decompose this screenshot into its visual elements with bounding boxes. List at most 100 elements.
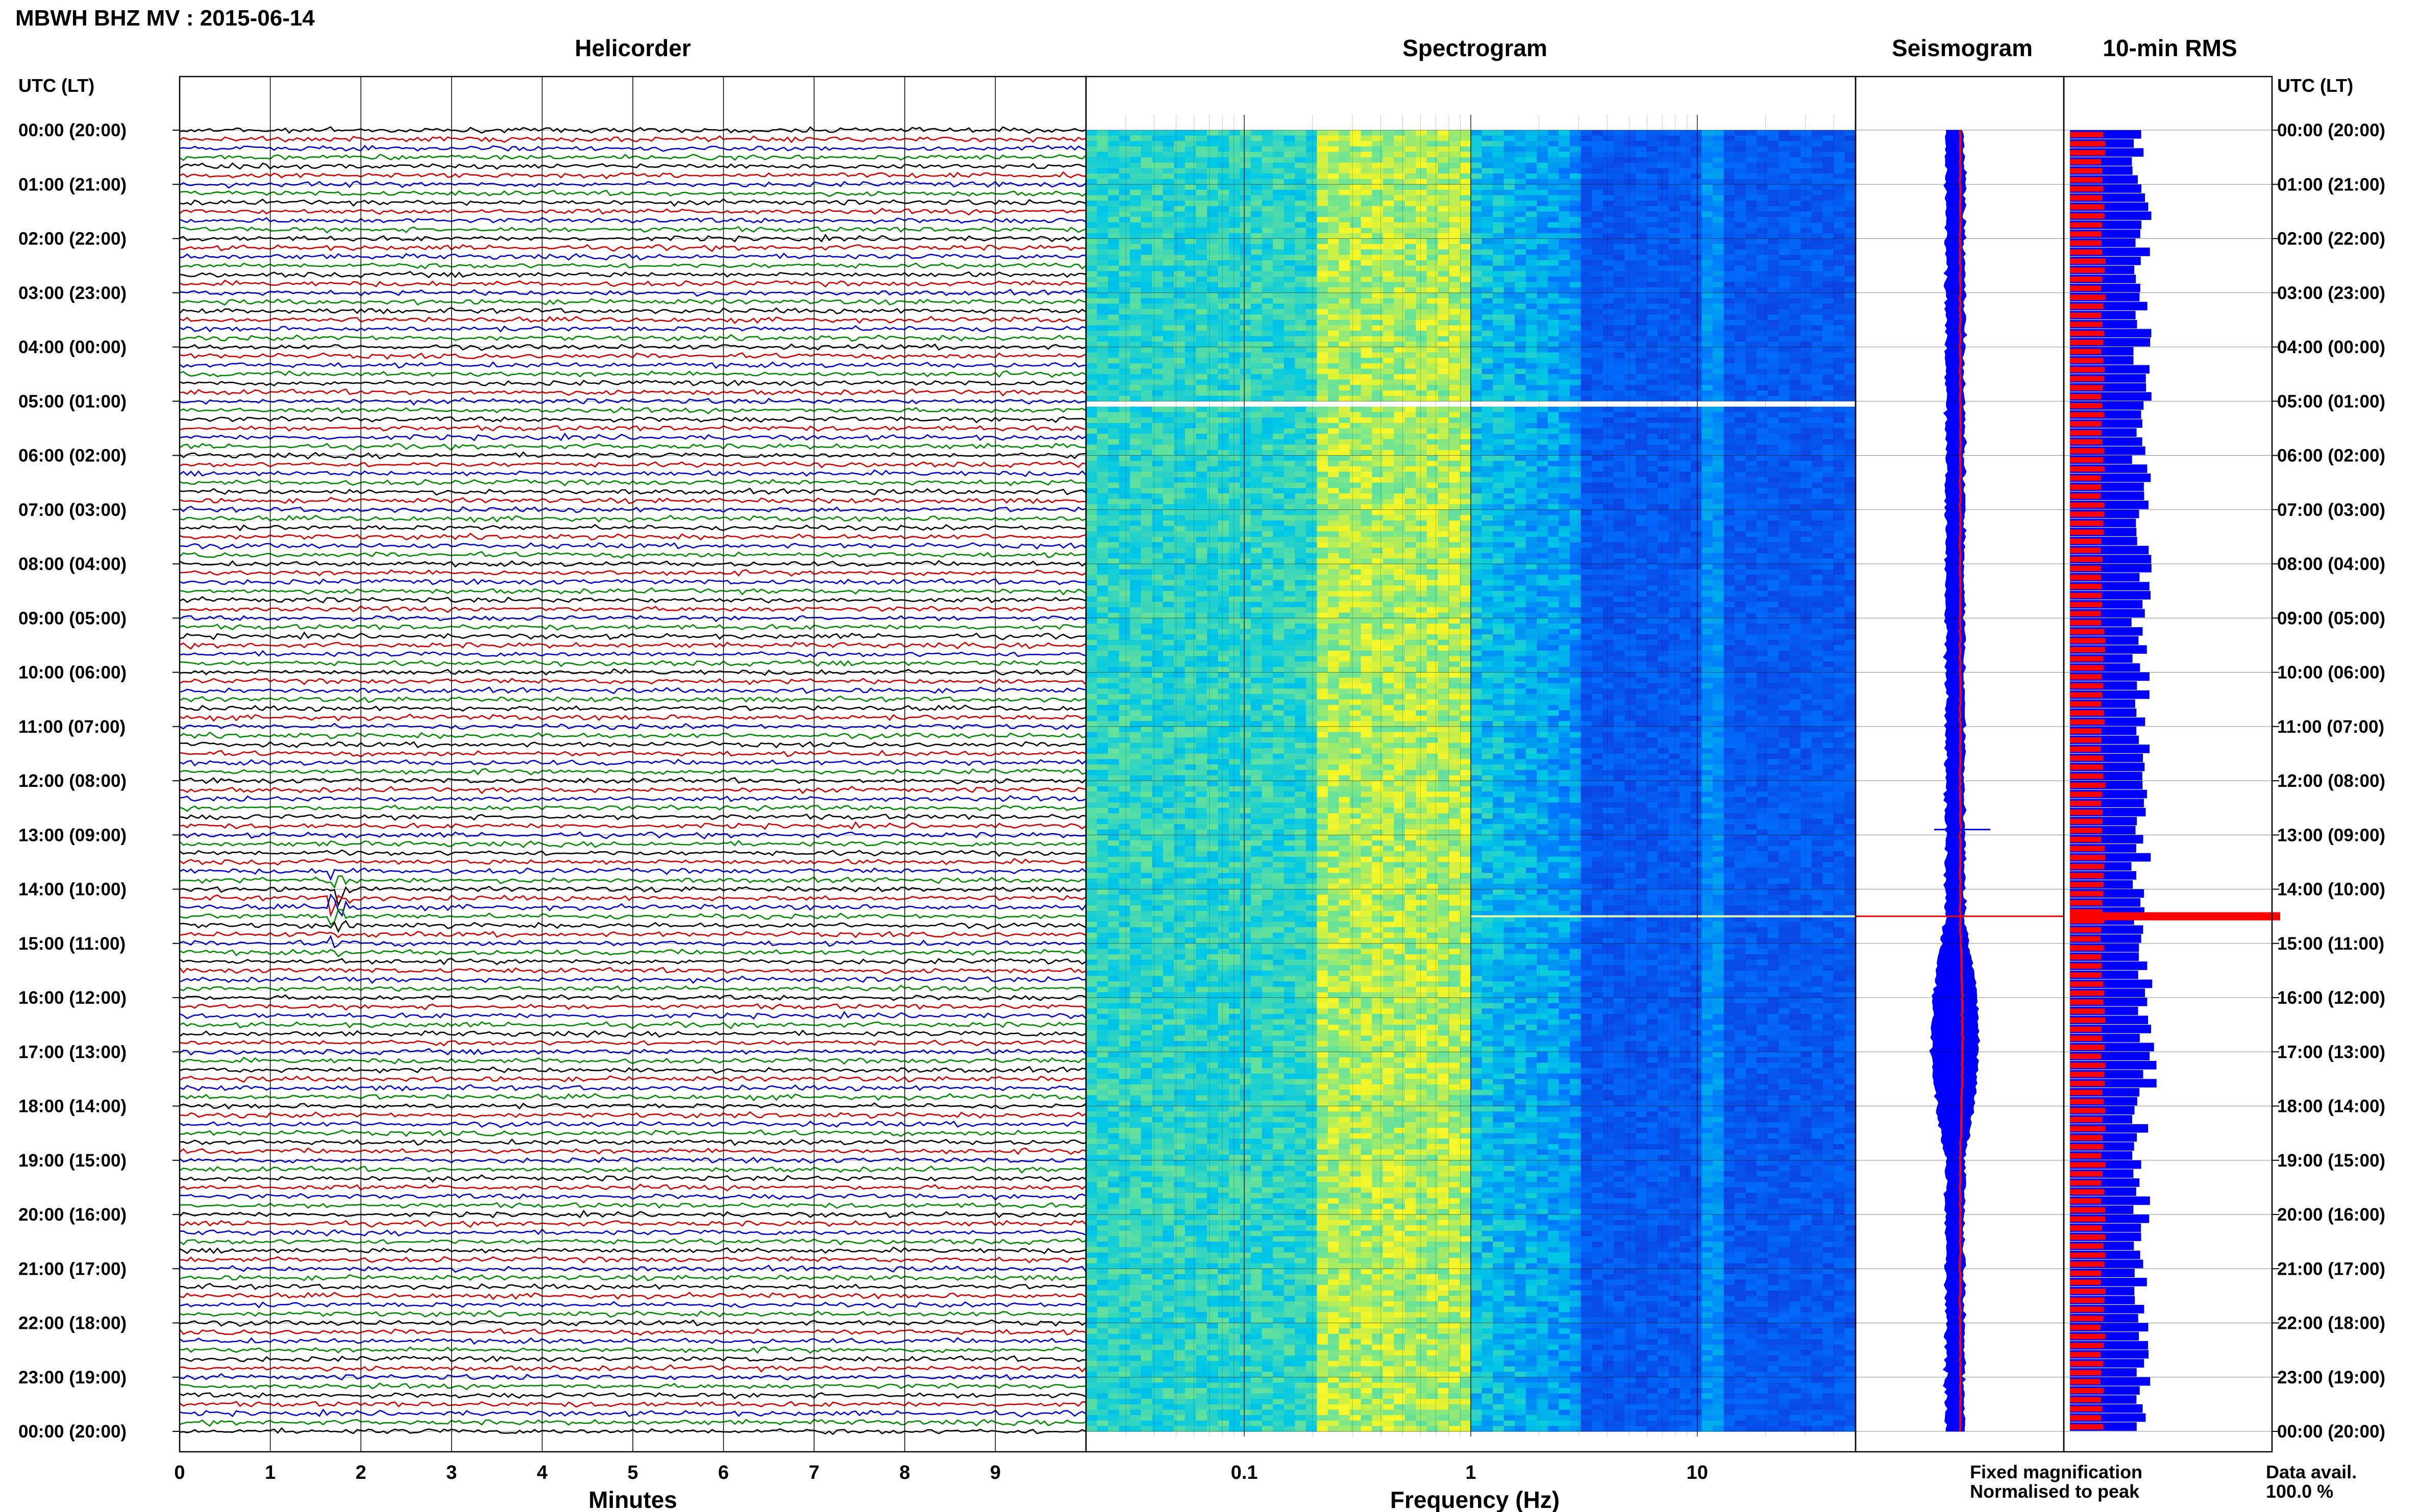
spectrogram-cell <box>1701 211 1713 217</box>
spectrogram-cell <box>1130 233 1142 239</box>
spectrogram-cell <box>1723 130 1735 136</box>
spectrogram-cell <box>1394 276 1405 283</box>
spectrogram-cell <box>1779 368 1790 375</box>
spectrogram-cell <box>1416 331 1427 337</box>
spectrogram-cell <box>1482 455 1493 461</box>
spectrogram-cell <box>1833 325 1845 331</box>
spectrogram-cell <box>1086 244 1098 250</box>
spectrogram-cell <box>1262 233 1273 239</box>
spectrogram-cell <box>1503 211 1515 217</box>
spectrogram-cell <box>1569 455 1581 461</box>
spectrogram-cell <box>1404 238 1416 244</box>
spectrogram-cell <box>1537 482 1548 488</box>
spectrogram-cell <box>1196 162 1207 168</box>
spectrogram-cell <box>1547 292 1559 299</box>
spectrogram-cell <box>1141 249 1152 255</box>
spectrogram-cell <box>1779 157 1790 163</box>
spectrogram-cell <box>1525 168 1537 174</box>
spectrogram-cell <box>1592 379 1603 385</box>
spectrogram-cell <box>1240 488 1251 494</box>
spectrogram-cell <box>1339 363 1350 369</box>
spectrogram-cell <box>1844 168 1856 174</box>
spectrogram-cell <box>1822 401 1834 407</box>
spectrogram-cell <box>1592 135 1603 141</box>
spectrogram-cell <box>1723 222 1735 228</box>
spectrogram-cell <box>1482 276 1493 283</box>
spectrogram-cell <box>1680 390 1691 396</box>
spectrogram-cell <box>1581 406 1592 413</box>
spectrogram-cell <box>1503 347 1515 353</box>
spectrogram-cell <box>1350 390 1362 396</box>
spectrogram-cell <box>1426 493 1438 500</box>
spectrogram-cell <box>1372 331 1384 337</box>
spectrogram-cell <box>1416 488 1427 494</box>
spectrogram-cell <box>1207 211 1219 217</box>
spectrogram-cell <box>1559 206 1570 212</box>
spectrogram-cell <box>1757 401 1768 407</box>
spectrogram-cell <box>1712 331 1724 337</box>
spectrogram-cell <box>1680 406 1691 413</box>
spectrogram-cell <box>1251 173 1263 180</box>
spectrogram-cell <box>1822 450 1834 456</box>
spectrogram-cell <box>1646 444 1658 451</box>
spectrogram-cell <box>1767 395 1779 402</box>
spectrogram-cell <box>1779 217 1790 223</box>
spectrogram-cell <box>1152 477 1164 483</box>
spectrogram-cell <box>1327 423 1339 429</box>
spectrogram-cell <box>1668 434 1680 440</box>
spectrogram-cell <box>1822 152 1834 158</box>
spectrogram-cell <box>1833 201 1845 207</box>
spectrogram-cell <box>1547 249 1559 255</box>
spectrogram-cell <box>1800 368 1812 375</box>
spectrogram-cell <box>1404 390 1416 396</box>
spectrogram-cell <box>1515 255 1526 261</box>
spectrogram-cell <box>1273 292 1285 299</box>
spectrogram-cell <box>1515 276 1526 283</box>
spectrogram-cell <box>1218 260 1229 266</box>
spectrogram-cell <box>1240 211 1251 217</box>
spectrogram-cell <box>1614 233 1625 239</box>
spectrogram-cell <box>1295 406 1306 413</box>
spectrogram-cell <box>1757 423 1768 429</box>
spectrogram-cell <box>1262 146 1273 153</box>
spectrogram-cell <box>1184 217 1196 223</box>
spectrogram-cell <box>1757 428 1768 434</box>
spectrogram-cell <box>1086 276 1098 283</box>
spectrogram-cell <box>1844 206 1856 212</box>
spectrogram-cell <box>1745 238 1757 244</box>
spectrogram-cell <box>1305 428 1317 434</box>
spectrogram-cell <box>1658 146 1669 153</box>
spectrogram-cell <box>1537 135 1548 141</box>
spectrogram-cell <box>1833 146 1845 153</box>
spectrogram-cell <box>1581 488 1592 494</box>
spectrogram-cell <box>1086 331 1098 337</box>
spectrogram-cell <box>1515 189 1526 196</box>
spectrogram-cell <box>1569 228 1581 234</box>
spectrogram-cell <box>1339 325 1350 331</box>
spectrogram-cell <box>1141 390 1152 396</box>
spectrogram-cell <box>1822 249 1834 255</box>
spectrogram-cell <box>1822 461 1834 467</box>
spectrogram-cell <box>1119 423 1130 429</box>
spectrogram-cell <box>1614 336 1625 342</box>
spectrogram-cell <box>1779 287 1790 293</box>
spectrogram-cell <box>1525 135 1537 141</box>
spectrogram-cell <box>1690 455 1702 461</box>
spectrogram-cell <box>1757 390 1768 396</box>
spectrogram-cell <box>1822 206 1834 212</box>
spectrogram-cell <box>1273 195 1285 201</box>
spectrogram-cell <box>1646 428 1658 434</box>
spectrogram-cell <box>1602 292 1614 299</box>
spectrogram-cell <box>1229 195 1241 201</box>
spectrogram-cell <box>1240 282 1251 288</box>
spectrogram-cell <box>1515 141 1526 147</box>
spectrogram-cell <box>1086 233 1098 239</box>
spectrogram-cell <box>1240 395 1251 402</box>
spectrogram-cell <box>1658 162 1669 168</box>
spectrogram-cell <box>1416 195 1427 201</box>
spectrogram-cell <box>1404 368 1416 375</box>
spectrogram-cell <box>1767 493 1779 500</box>
spectrogram-cell <box>1779 271 1790 277</box>
spectrogram-cell <box>1833 368 1845 375</box>
spectrogram-cell <box>1240 157 1251 163</box>
